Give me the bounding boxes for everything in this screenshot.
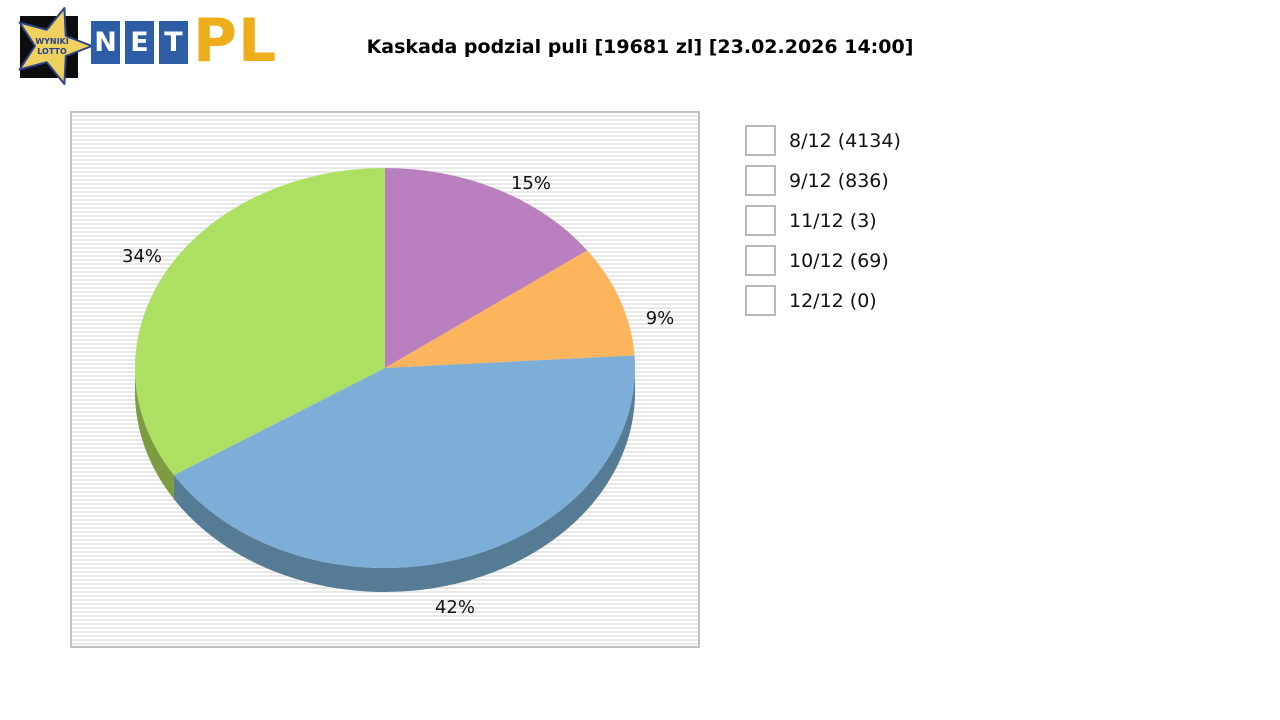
star-text-wyniki: WYNIKI	[35, 37, 68, 46]
legend-item: 10/12 (69)	[745, 245, 901, 276]
legend-item: 11/12 (3)	[745, 205, 901, 236]
legend-item: 12/12 (0)	[745, 285, 901, 316]
pie-percent-label: 9%	[646, 308, 675, 329]
pie-slice-10-12	[385, 250, 635, 368]
legend-label: 8/12 (4134)	[789, 129, 901, 152]
wyniki-lotto-star-icon: WYNIKI LOTTO	[18, 7, 93, 85]
legend-swatch	[745, 285, 776, 316]
legend-label: 11/12 (3)	[789, 209, 877, 232]
legend-label: 10/12 (69)	[789, 249, 889, 272]
pie-slice-11-12	[385, 168, 588, 368]
pie-chart: 15% 9% 42% 34%	[122, 168, 675, 618]
legend-swatch	[745, 165, 776, 196]
legend-swatch	[745, 125, 776, 156]
legend: 8/12 (4134) 9/12 (836) 11/12 (3) 10/12 (…	[745, 125, 901, 325]
pie-slice-8-12	[173, 355, 636, 569]
logo-letter-t: T	[159, 21, 188, 64]
logo-pl: PL	[193, 6, 278, 76]
legend-item: 9/12 (836)	[745, 165, 901, 196]
legend-swatch	[745, 245, 776, 276]
chart-title: Kaskada podzial puli [19681 zl] [23.02.2…	[366, 36, 914, 58]
netpl-logo: WYNIKI LOTTO N E T PL	[8, 0, 278, 95]
pie-slice-9-12	[134, 168, 385, 476]
pie-percent-label: 15%	[511, 173, 551, 194]
legend-label: 12/12 (0)	[789, 289, 877, 312]
pie-percent-label: 34%	[122, 246, 162, 267]
pie-percent-label: 42%	[435, 597, 475, 618]
legend-label: 9/12 (836)	[789, 169, 889, 192]
logo-letter-e: E	[125, 21, 154, 64]
legend-swatch	[745, 205, 776, 236]
logo-letter-n: N	[91, 21, 120, 64]
pie-slice-side-9-12	[135, 368, 174, 500]
star-text-lotto: LOTTO	[37, 47, 67, 56]
legend-item: 8/12 (4134)	[745, 125, 901, 156]
chart-panel: 15% 9% 42% 34%	[70, 111, 700, 648]
